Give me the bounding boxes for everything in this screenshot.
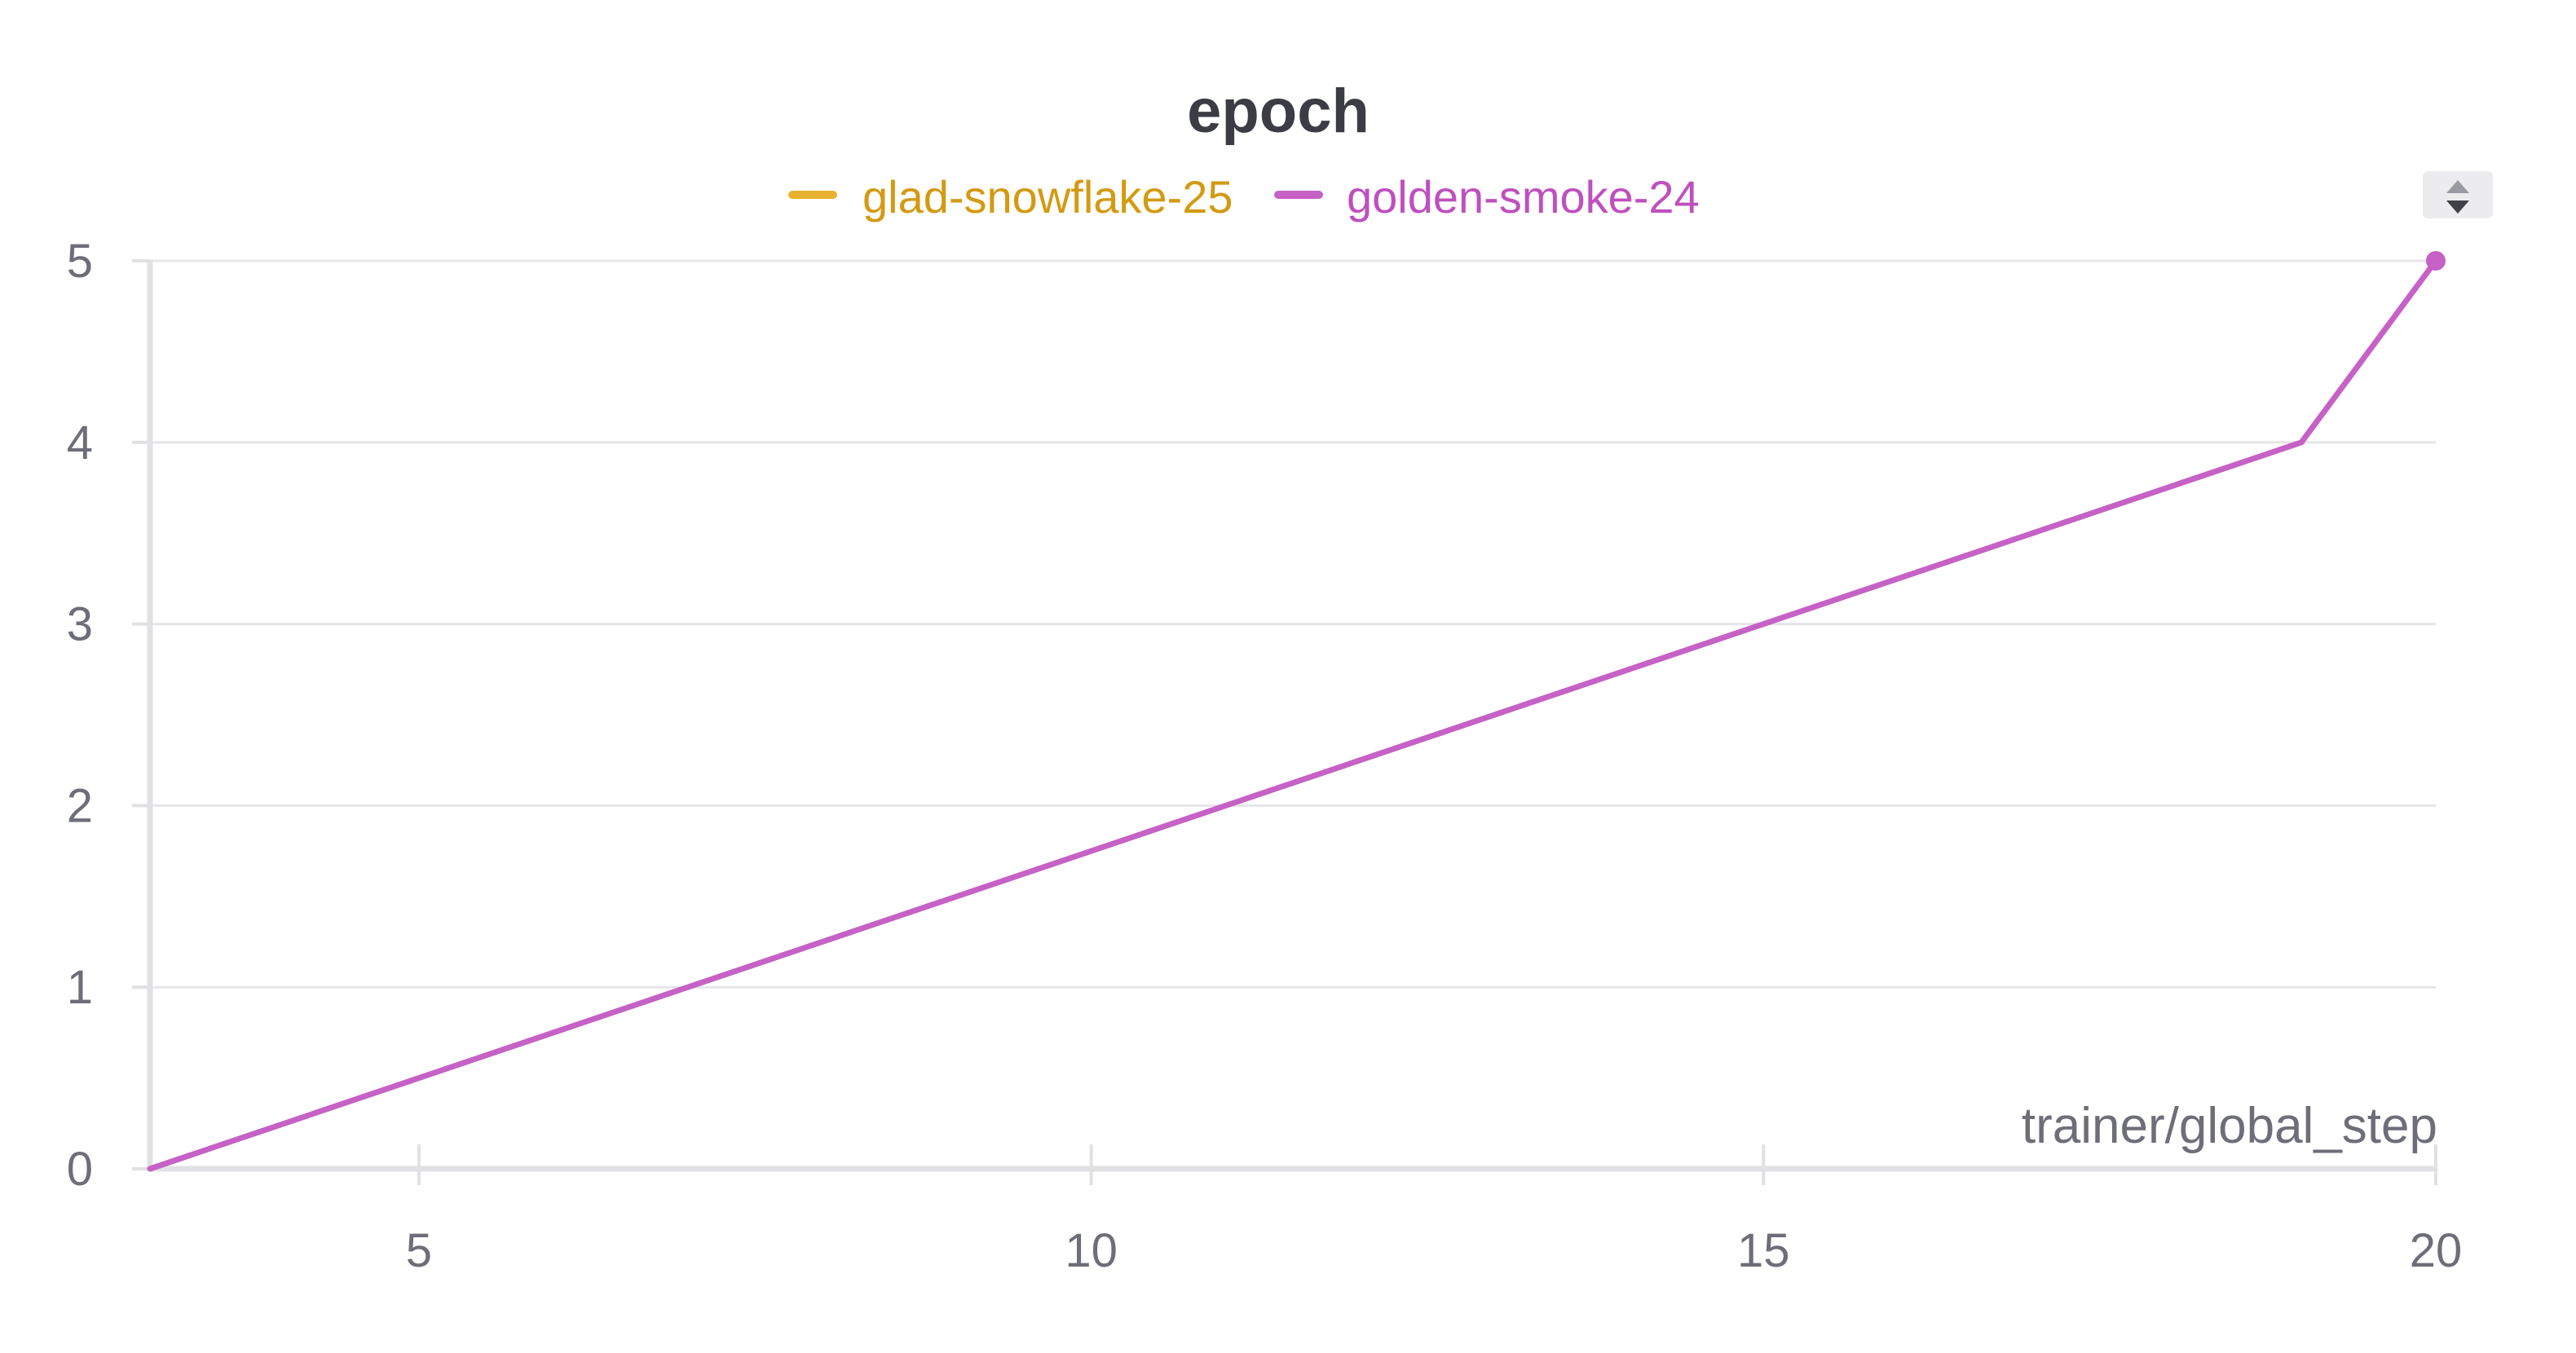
chart-title: epoch <box>1187 77 1370 146</box>
legend-label: glad-snowflake-25 <box>862 171 1233 223</box>
x-tick-label: 20 <box>2410 1224 2463 1277</box>
series-line-golden-smoke-24 <box>147 258 2439 1172</box>
legend-scroll-button[interactable] <box>2423 171 2493 218</box>
y-tick-label: 5 <box>67 235 93 288</box>
legend-item-golden-smoke-24[interactable]: golden-smoke-24 <box>1274 171 1700 223</box>
axis-layer <box>132 259 2437 1185</box>
y-tick-label: 2 <box>67 779 93 832</box>
down-arrow-icon <box>2446 201 2469 214</box>
y-tick-label: 4 <box>67 416 93 469</box>
x-axis-label: trainer/global_step <box>2022 1098 2437 1154</box>
y-tick-label: 1 <box>67 961 93 1014</box>
y-tick-label: 0 <box>67 1143 93 1196</box>
x-tick-label: 5 <box>406 1224 432 1277</box>
legend-label: golden-smoke-24 <box>1347 171 1700 223</box>
legend-item-glad-snowflake-25[interactable]: glad-snowflake-25 <box>788 171 1233 223</box>
series-end-marker <box>2426 251 2446 271</box>
grid-layer <box>150 259 2436 989</box>
up-arrow-icon <box>2446 180 2469 193</box>
series-layer <box>147 251 2446 1172</box>
x-tick-label: 15 <box>1737 1224 1790 1277</box>
legend: glad-snowflake-25 golden-smoke-24 <box>788 171 1700 223</box>
y-tick-label: 3 <box>67 598 93 651</box>
label-layer: 0 1 2 3 4 5 5 10 15 20 <box>67 235 2463 1277</box>
x-tick-label: 10 <box>1065 1224 1118 1277</box>
